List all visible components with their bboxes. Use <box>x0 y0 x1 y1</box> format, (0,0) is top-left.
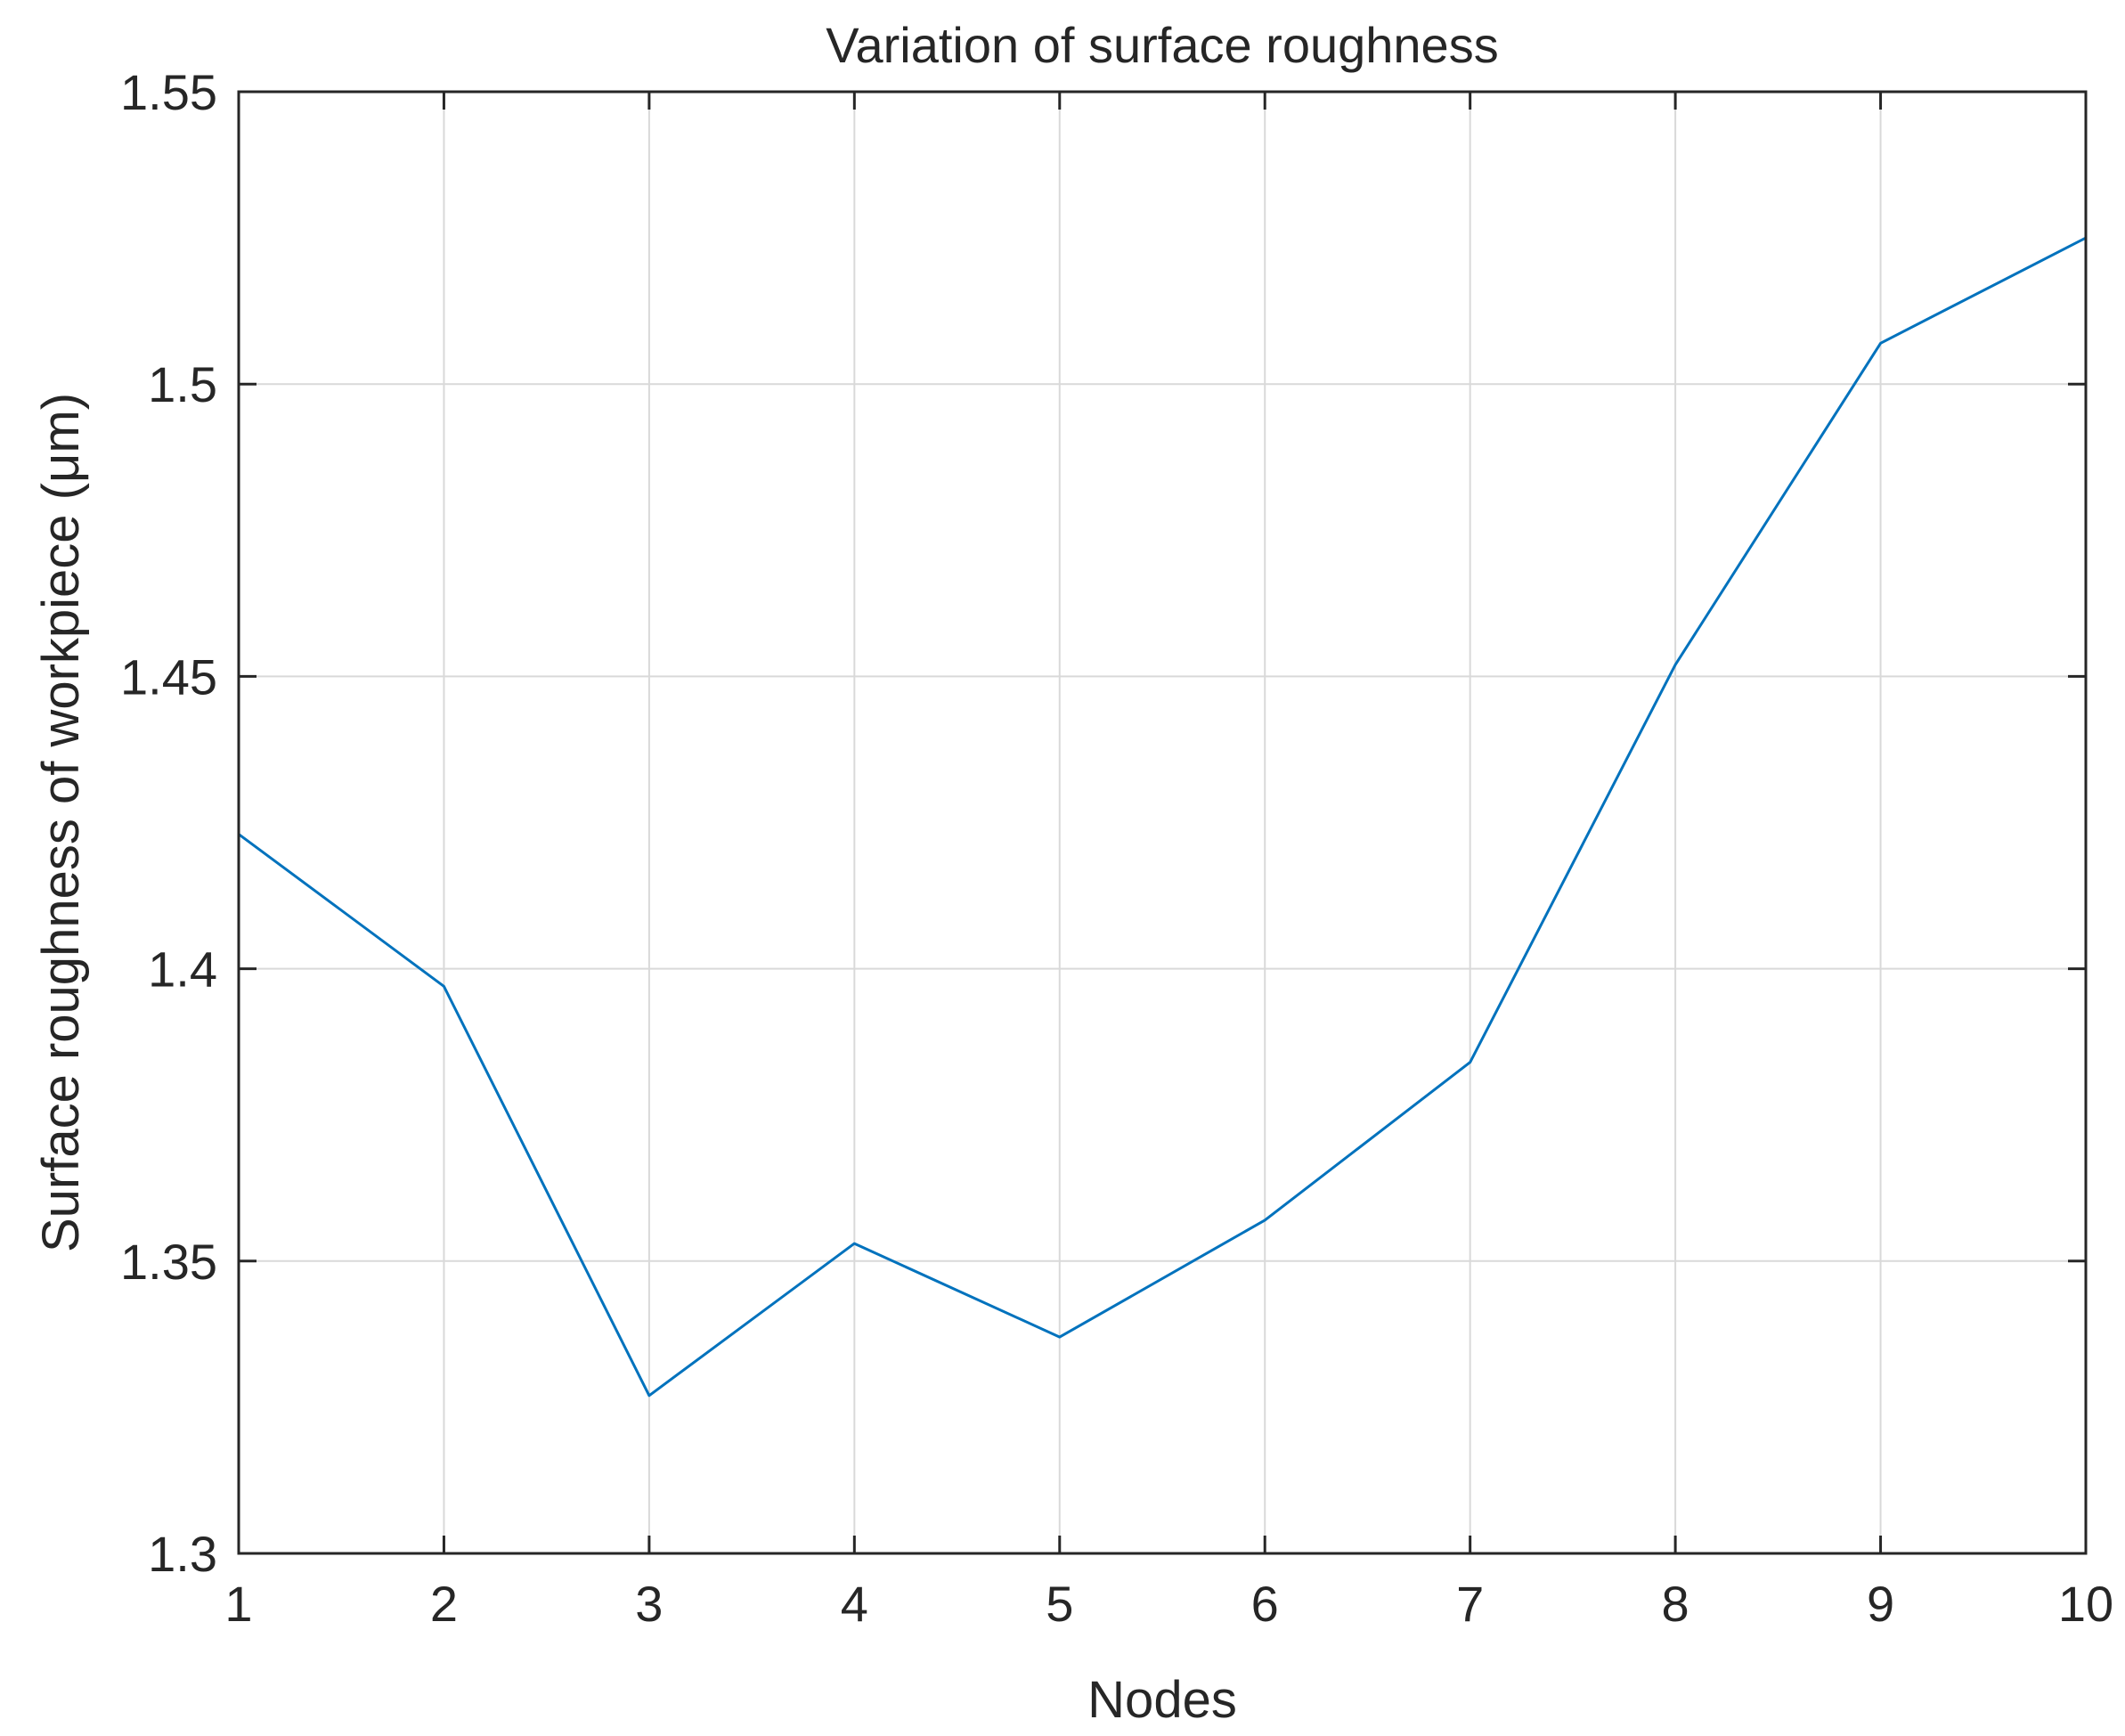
chart-title: Variation of surface roughness <box>826 17 1498 73</box>
x-axis-label: Nodes <box>1087 1671 1237 1729</box>
y-tick-label: 1.45 <box>120 648 217 705</box>
y-axis-label: Surface roughness of workpiece (μm) <box>32 393 90 1252</box>
x-tick-label: 9 <box>1867 1576 1894 1632</box>
y-tick-label: 1.3 <box>148 1526 217 1582</box>
series-line <box>238 236 2087 1398</box>
x-tick-label: 5 <box>1046 1576 1073 1632</box>
series-layer <box>238 236 2087 1398</box>
y-tick-label: 1.5 <box>148 356 217 412</box>
y-tick-labels: 1.3 1.35 1.4 1.45 1.5 1.55 <box>120 64 217 1582</box>
x-tick-label: 7 <box>1456 1576 1484 1632</box>
x-tick-label: 6 <box>1251 1576 1279 1632</box>
x-tick-labels: 1 2 3 4 5 6 7 8 9 10 <box>224 1576 2113 1632</box>
x-tick-label: 3 <box>635 1576 663 1632</box>
x-tick-label: 8 <box>1662 1576 1689 1632</box>
x-tick-label: 10 <box>2058 1576 2113 1632</box>
y-tick-label: 1.35 <box>120 1234 217 1290</box>
plot-frame <box>237 90 2088 1555</box>
x-tick-label: 4 <box>841 1576 868 1632</box>
y-tick-label: 1.4 <box>148 941 217 998</box>
x-tick-label: 1 <box>224 1576 252 1632</box>
x-tick-label: 2 <box>430 1576 458 1632</box>
y-tick-label: 1.55 <box>120 64 217 120</box>
